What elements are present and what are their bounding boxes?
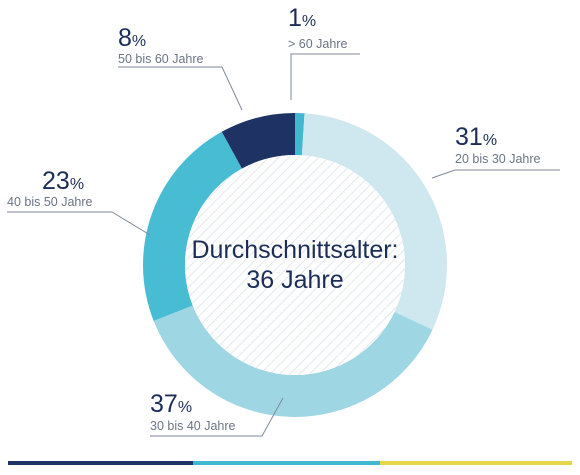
slice-30-bis-40-jahre — [153, 305, 433, 417]
footer-bar-segment-yellow — [380, 461, 572, 465]
slice-60-jahre — [295, 113, 305, 156]
footer-bar-segment-cyan — [193, 461, 380, 465]
center-label-line1: Durchschnittsalter: — [191, 236, 398, 264]
category-50-60: 50 bis 60 Jahre — [118, 52, 204, 66]
slice-40-bis-50-jahre — [143, 131, 243, 321]
category-40-50: 40 bis 50 Jahre — [7, 195, 93, 209]
unit-40-50: % — [70, 176, 84, 193]
value-40-50: 23 — [42, 167, 70, 195]
slices-group — [143, 113, 448, 417]
svg-text:37%: 37% — [150, 390, 192, 418]
leader-line-over-60 — [290, 53, 360, 100]
svg-text:8%: 8% — [118, 24, 146, 52]
leader-line-30-40 — [150, 397, 284, 437]
unit-30-40: % — [178, 399, 192, 416]
label-over-60: 1% > 60 Jahre — [288, 4, 360, 100]
leader-line-20-30 — [431, 169, 560, 179]
svg-text:1%: 1% — [288, 4, 316, 32]
value-over-60: 1 — [288, 4, 302, 32]
footer-bar-segment-navy — [8, 461, 193, 465]
value-30-40: 37 — [150, 390, 178, 418]
category-20-30: 20 bis 30 Jahre — [455, 152, 541, 166]
unit-20-30: % — [483, 132, 497, 149]
center-hatched-disc — [185, 155, 405, 375]
category-over-60: > 60 Jahre — [288, 37, 347, 51]
slice-50-bis-60-jahre — [221, 113, 295, 169]
unit-over-60: % — [302, 13, 316, 30]
value-50-60: 8 — [118, 24, 132, 52]
svg-text:31%: 31% — [455, 123, 497, 151]
label-20-30: 31% 20 bis 30 Jahre — [431, 123, 560, 179]
leader-line-40-50 — [7, 211, 151, 236]
label-50-60: 8% 50 bis 60 Jahre — [118, 24, 243, 111]
category-30-40: 30 bis 40 Jahre — [150, 419, 236, 433]
slice-20-bis-30-jahre — [301, 113, 448, 330]
center-label-line2: 36 Jahre — [246, 266, 343, 294]
label-40-50: 23% 40 bis 50 Jahre — [7, 167, 151, 236]
label-30-40: 37% 30 bis 40 Jahre — [150, 390, 284, 437]
leader-line-50-60 — [118, 66, 243, 111]
svg-text:23%: 23% — [42, 167, 84, 195]
unit-50-60: % — [132, 33, 146, 50]
value-20-30: 31 — [455, 123, 483, 151]
